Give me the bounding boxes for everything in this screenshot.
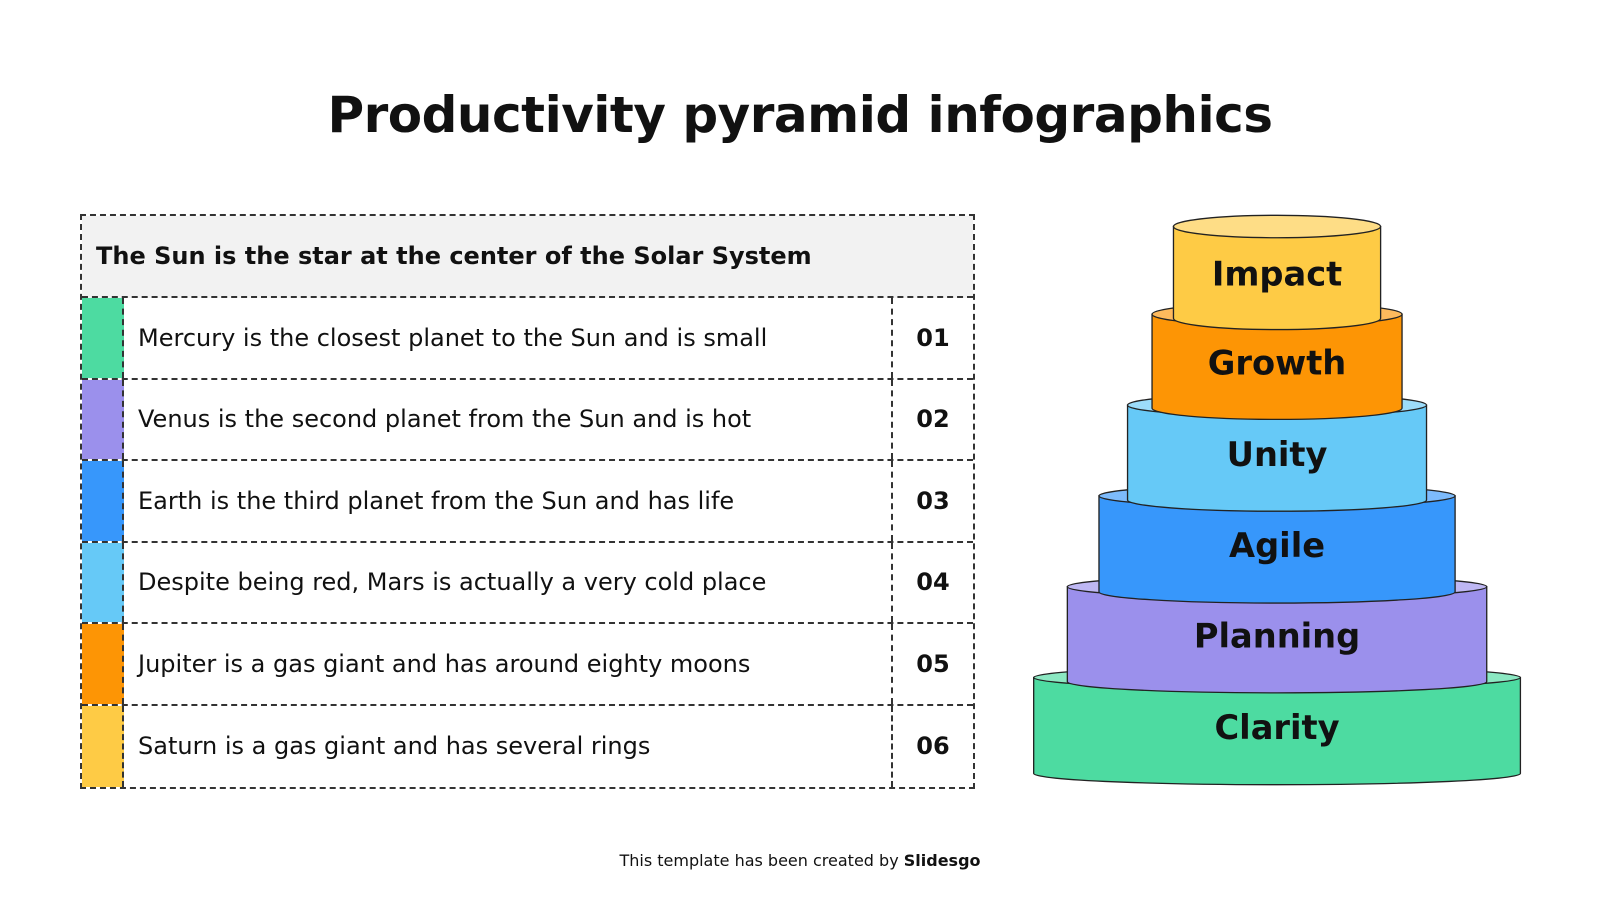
- level-label: Impact: [1212, 255, 1342, 294]
- level-label: Growth: [1208, 343, 1347, 382]
- level-body: [1066, 586, 1488, 694]
- table-row: Mercury is the closest planet to the Sun…: [82, 298, 973, 380]
- level-body: [1172, 225, 1382, 331]
- level-top: [1172, 214, 1382, 239]
- level-body: [1126, 404, 1428, 512]
- level-label: Clarity: [1214, 708, 1339, 747]
- row-text: Earth is the third planet from the Sun a…: [124, 461, 893, 541]
- level-label: Agile: [1229, 526, 1325, 565]
- row-number: 01: [916, 323, 950, 352]
- footer-prefix: This template has been created by: [619, 851, 904, 870]
- row-text: Saturn is a gas giant and has several ri…: [124, 705, 893, 787]
- row-number: 06: [916, 732, 950, 761]
- row-number: 03: [916, 486, 950, 515]
- table-header: The Sun is the star at the center of the…: [82, 216, 973, 298]
- level-label: Planning: [1194, 616, 1360, 655]
- row-text: Despite being red, Mars is actually a ve…: [124, 542, 893, 622]
- table-row: Saturn is a gas giant and has several ri…: [82, 705, 973, 787]
- info-table: The Sun is the star at the center of the…: [80, 214, 975, 789]
- table-row: Despite being red, Mars is actually a ve…: [82, 542, 973, 624]
- row-text: Mercury is the closest planet to the Sun…: [124, 298, 893, 378]
- color-swatch: [82, 461, 124, 541]
- row-number: 04: [916, 568, 950, 597]
- footer-credit: This template has been created by Slides…: [0, 851, 1600, 870]
- pyramid-level-impact: Impact: [1172, 214, 1382, 331]
- table-row: Jupiter is a gas giant and has around ei…: [82, 624, 973, 706]
- color-swatch: [82, 379, 124, 459]
- color-swatch: [82, 705, 124, 787]
- color-swatch: [82, 298, 124, 378]
- level-body: [1098, 495, 1456, 604]
- level-label: Unity: [1227, 435, 1328, 474]
- color-swatch: [82, 624, 124, 704]
- table-row: Venus is the second planet from the Sun …: [82, 379, 973, 461]
- row-text: Venus is the second planet from the Sun …: [124, 379, 893, 459]
- color-swatch: [82, 542, 124, 622]
- row-text: Jupiter is a gas giant and has around ei…: [124, 624, 893, 704]
- page-title: Productivity pyramid infographics: [327, 86, 1273, 144]
- table-row: Earth is the third planet from the Sun a…: [82, 461, 973, 543]
- level-body: [1033, 676, 1522, 786]
- footer-brand: Slidesgo: [903, 851, 981, 870]
- row-number: 05: [916, 649, 950, 678]
- level-body: [1151, 313, 1403, 421]
- row-number: 02: [916, 405, 950, 434]
